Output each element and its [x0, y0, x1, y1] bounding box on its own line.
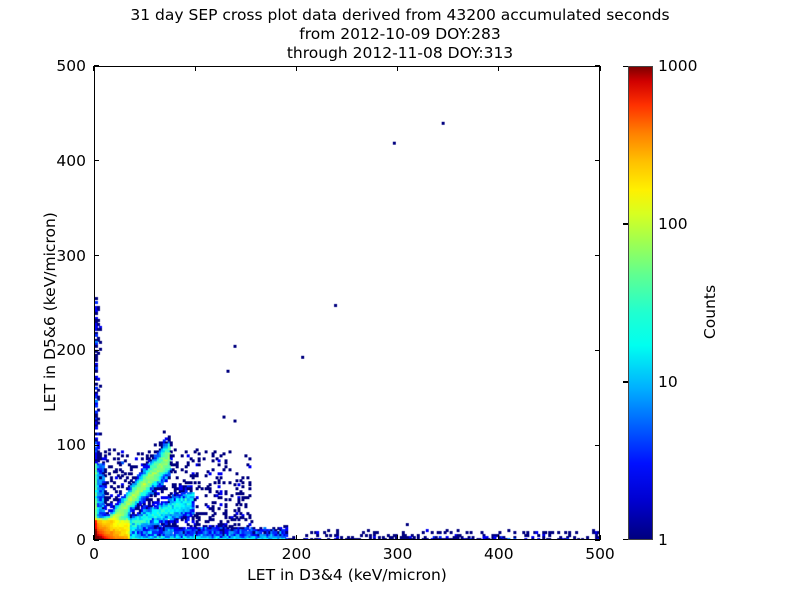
colorbar-tick-mark	[623, 381, 628, 383]
plot-axes-frame	[94, 66, 600, 540]
y-tick-label: 0	[76, 531, 86, 549]
colorbar-tick-label: 1000	[658, 57, 698, 75]
chart-title: 31 day SEP cross plot data derived from …	[0, 6, 800, 63]
y-tick-label: 200	[56, 341, 86, 360]
y-tick-label: 300	[56, 246, 86, 265]
y-axis-label: LET in D5&6 (keV/micron)	[41, 212, 59, 412]
y-tick-mark	[595, 255, 600, 257]
y-tick-mark	[94, 539, 99, 541]
y-tick-label: 500	[56, 57, 86, 75]
colorbar-gradient	[628, 66, 653, 540]
x-tick-mark	[93, 535, 95, 540]
chart-title-line-1: 31 day SEP cross plot data derived from …	[130, 6, 670, 24]
x-tick-mark	[498, 535, 500, 540]
y-tick-mark	[94, 444, 99, 446]
y-tick-mark	[595, 349, 600, 351]
colorbar-tick-mark	[623, 66, 628, 68]
y-tick-mark	[94, 160, 99, 162]
y-tick-mark	[595, 65, 600, 67]
y-tick-mark	[94, 349, 99, 351]
x-tick-label: 500	[585, 545, 615, 563]
colorbar-tick-label: 10	[658, 373, 678, 391]
x-tick-mark	[397, 66, 399, 71]
y-tick-label: 400	[56, 151, 86, 170]
x-tick-label: 0	[89, 545, 99, 563]
colorbar-tick-mark	[623, 539, 628, 541]
x-tick-mark	[295, 535, 297, 540]
colorbar-tick-label: 100	[658, 215, 688, 233]
x-tick-label: 100	[180, 545, 210, 563]
y-tick-mark	[595, 160, 600, 162]
colorbar-tick-mark	[623, 223, 628, 225]
x-tick-mark	[599, 66, 601, 71]
colorbar-label: Counts	[701, 284, 719, 340]
scatter-density-plot	[95, 67, 599, 539]
chart-title-line-3: through 2012-11-08 DOY:313	[286, 44, 514, 62]
x-tick-label: 200	[281, 545, 312, 563]
y-tick-mark	[595, 539, 600, 541]
y-tick-mark	[94, 255, 99, 257]
x-tick-mark	[599, 535, 601, 540]
x-tick-mark	[397, 535, 399, 540]
y-tick-mark	[595, 444, 600, 446]
x-tick-mark	[295, 66, 297, 71]
x-tick-mark	[194, 535, 196, 540]
y-tick-label: 100	[56, 436, 86, 455]
x-tick-mark	[194, 66, 196, 71]
x-tick-label: 300	[382, 545, 413, 563]
x-axis-label: LET in D3&4 (keV/micron)	[247, 566, 447, 584]
y-tick-mark	[94, 65, 99, 67]
colorbar-tick-label: 1	[658, 531, 668, 549]
chart-title-line-2: from 2012-10-09 DOY:283	[299, 25, 501, 43]
x-tick-mark	[93, 66, 95, 71]
x-tick-label: 400	[484, 545, 514, 563]
x-tick-mark	[498, 66, 500, 71]
colorbar: 1 10 100 1000	[623, 57, 697, 549]
